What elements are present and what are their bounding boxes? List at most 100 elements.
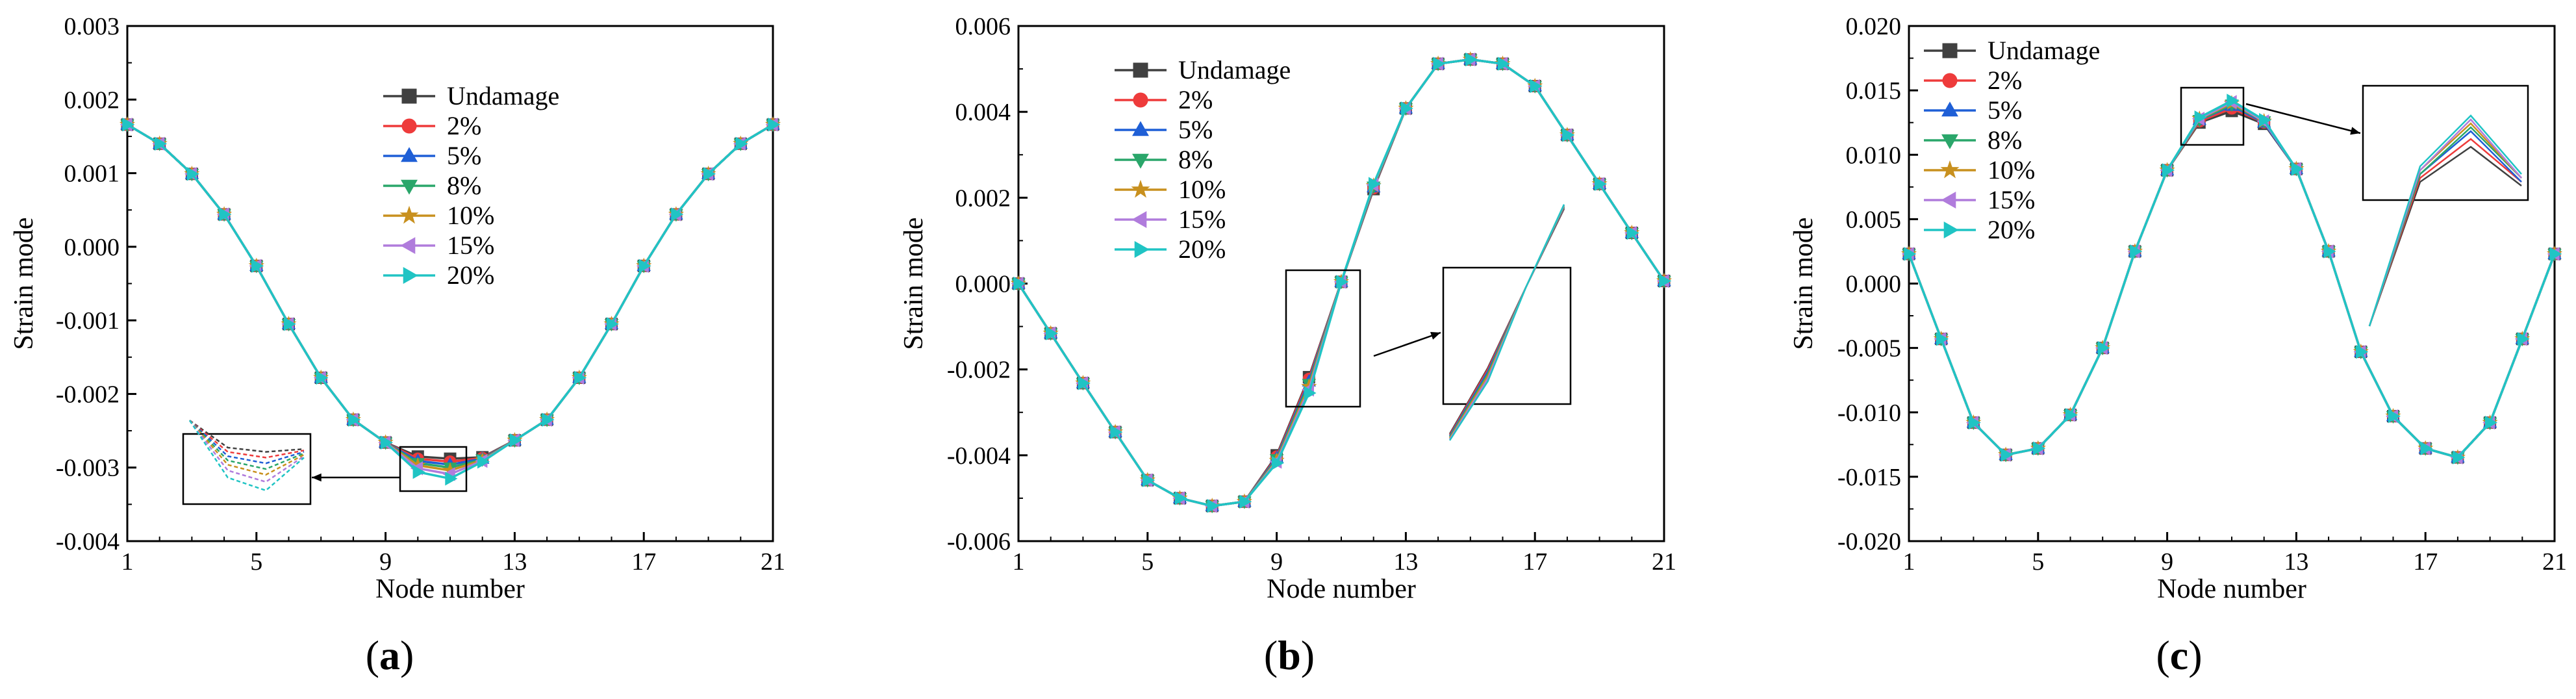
data-point	[2388, 409, 2401, 424]
x-axis-label: Node number	[2157, 574, 2306, 604]
x-axis-label: Node number	[1267, 574, 1416, 604]
caption-letter: a	[379, 632, 400, 678]
y-tick-label: -0.010	[1837, 400, 1901, 427]
y-tick-label: 0.015	[1846, 77, 1902, 105]
data-point	[574, 370, 587, 385]
inset-series-10pct	[189, 420, 305, 476]
x-tick-label: 5	[1141, 548, 1154, 576]
data-point	[2420, 441, 2433, 456]
legend-label: 15%	[1988, 185, 2035, 214]
data-point	[768, 118, 781, 132]
y-tick-label: -0.015	[1837, 464, 1901, 491]
series-20pct	[122, 118, 781, 486]
legend-marker	[403, 267, 418, 284]
data-point	[2033, 441, 2046, 456]
data-point	[445, 471, 458, 486]
inset-series-5pct	[189, 420, 305, 464]
caption-close: )	[1301, 632, 1315, 678]
data-point	[1626, 225, 1639, 240]
legend-item-undamage: Undamage	[383, 81, 559, 110]
x-tick-label: 21	[2542, 548, 2567, 576]
x-tick-label: 1	[1013, 548, 1025, 576]
data-point	[186, 166, 199, 181]
data-point	[1013, 276, 1026, 291]
y-tick-label: 0.010	[1846, 142, 1902, 169]
caption-close: )	[2188, 632, 2202, 678]
legend-marker	[401, 179, 418, 195]
data-point	[1465, 52, 1478, 67]
zoom-region-box	[2180, 86, 2245, 146]
data-point	[509, 433, 522, 448]
legend-marker	[1133, 92, 1148, 108]
inset-series-20pct	[1448, 204, 1565, 441]
data-point	[735, 136, 748, 151]
series-20pct	[1013, 52, 1672, 513]
legend-item-20pct: 20%	[383, 261, 494, 290]
zoom-region-box	[399, 446, 468, 492]
data-point	[219, 207, 232, 222]
zoom-inset	[1285, 204, 1572, 441]
y-tick-label: 0.006	[955, 13, 1011, 40]
legend-marker	[1131, 179, 1150, 198]
legend-marker	[1133, 62, 1148, 78]
y-axis-label: Strain mode	[899, 217, 929, 350]
series-20pct	[1904, 94, 2562, 464]
caption-letter: b	[1278, 632, 1301, 678]
legend-item-10pct: 10%	[1115, 175, 1226, 204]
y-tick-label: -0.004	[56, 528, 120, 555]
legend-label: 15%	[447, 231, 494, 260]
legend-label: Undamage	[1178, 55, 1291, 84]
y-tick-label: -0.006	[947, 528, 1011, 555]
data-point	[1562, 128, 1575, 142]
panel-caption: (c)	[2156, 632, 2202, 678]
caption-letter: c	[2170, 632, 2188, 678]
legend-item-5pct: 5%	[1924, 95, 2022, 125]
inset-arrow-head	[1430, 331, 1441, 340]
legend-marker	[1132, 121, 1149, 136]
data-point	[1400, 101, 1413, 116]
caption-close: )	[400, 632, 414, 678]
data-point	[2291, 162, 2304, 176]
inset-box	[182, 433, 312, 505]
legend-item-15pct: 15%	[1115, 205, 1226, 234]
legend-label: 20%	[1988, 215, 2035, 244]
data-point	[1968, 415, 1981, 430]
panel-c: 1 5 9 13 17 21 -0.020 -0.015 -0.010 -0.005 0.000 0.…	[1789, 13, 2567, 678]
data-point	[2097, 340, 2110, 355]
data-point	[1659, 273, 1672, 288]
legend-marker	[1940, 160, 1960, 179]
data-point	[1936, 331, 1949, 346]
x-tick-label: 21	[761, 548, 785, 576]
legend-label: 10%	[1988, 155, 2035, 184]
legend-item-2pct: 2%	[1924, 66, 2022, 95]
data-point	[1497, 57, 1510, 71]
legend-label: 5%	[1178, 115, 1213, 144]
inset-series-8pct	[189, 420, 305, 470]
legend-label: 2%	[1988, 66, 2022, 95]
inset-arrow-line	[1373, 331, 1441, 357]
legend-item-10pct: 10%	[1924, 155, 2035, 184]
panel-caption: (a)	[366, 632, 414, 678]
y-tick-label: 0.002	[955, 184, 1011, 212]
legend-marker	[1941, 134, 1958, 149]
y-axis-label: Strain mode	[9, 217, 39, 350]
data-point	[1271, 455, 1284, 470]
legend-item-20pct: 20%	[1924, 215, 2035, 244]
x-tick-label: 9	[379, 548, 392, 576]
inset-box	[2362, 84, 2529, 201]
y-tick-label: -0.001	[56, 307, 120, 335]
data-point	[2065, 407, 2078, 422]
x-tick-label: 5	[2032, 548, 2044, 576]
data-point	[638, 259, 651, 273]
inset-arrow-head	[312, 473, 322, 482]
data-point	[477, 454, 490, 469]
legend-marker	[1943, 222, 1959, 238]
legend-marker	[1134, 241, 1150, 258]
legend-item-2pct: 2%	[1115, 85, 1213, 114]
y-tick-label: -0.004	[947, 442, 1011, 470]
data-point	[2356, 344, 2369, 359]
x-tick-label: 9	[2161, 548, 2173, 576]
legend-marker	[401, 88, 417, 104]
